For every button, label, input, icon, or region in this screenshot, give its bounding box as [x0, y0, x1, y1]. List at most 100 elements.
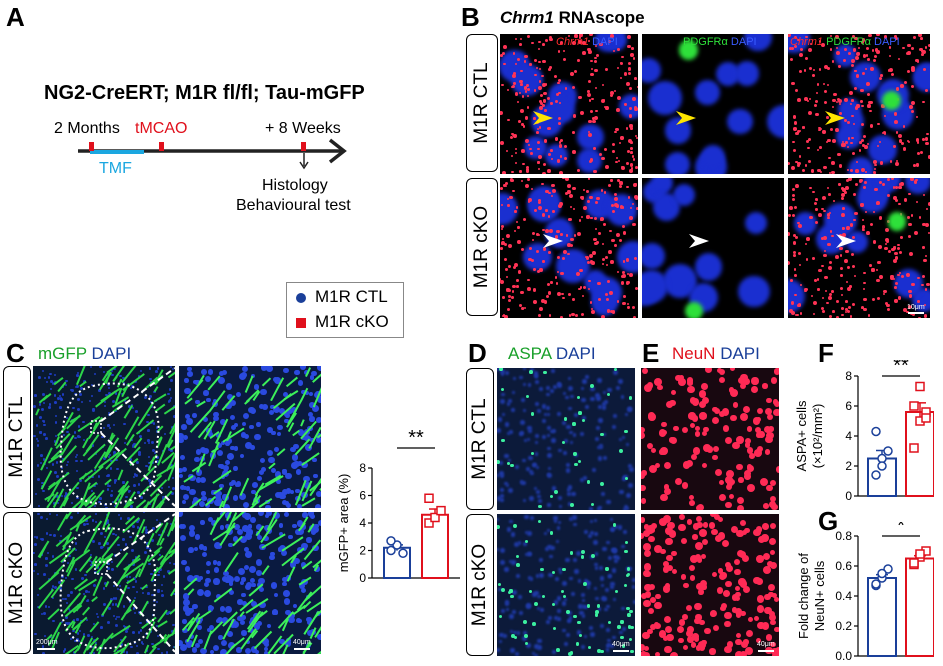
- y-tick-label: 6: [359, 489, 366, 503]
- legend-cko-marker: [296, 318, 306, 328]
- arrowhead-white-icon: [836, 234, 856, 248]
- arrowhead-yellow-icon: [676, 111, 696, 125]
- y-tick-label: 0.0: [835, 649, 852, 663]
- scale-bar-c1-label: 200μm: [36, 639, 58, 646]
- b-col1-channels: Chrm1 DAPI: [556, 36, 618, 48]
- micrograph-b-cko-pdgfra: [642, 178, 784, 318]
- chart-c-mgfp-area: 0 2 4 6 8 ** mGFP+ area (%): [336, 427, 460, 585]
- bar-cko: [905, 557, 934, 657]
- row-label-cko-d: M1R cKO: [466, 514, 494, 656]
- timepoint-tmcao: tMCAO: [135, 120, 188, 137]
- data-point: [915, 549, 925, 559]
- arrowhead-yellow-icon: [533, 111, 553, 125]
- c-channels: mGFP DAPI: [38, 344, 132, 363]
- y-axis-label: mGFP+ area (%): [336, 474, 351, 573]
- b-col2-channels: PDGFRα DAPI: [683, 36, 757, 48]
- panel-letter-a: A: [6, 2, 25, 32]
- y-tick-label: 0: [359, 571, 366, 585]
- y-tick-label: 0.8: [835, 529, 852, 543]
- data-point: [386, 536, 396, 546]
- y-tick-label: 0.4: [835, 589, 852, 603]
- arrowhead-white-icon: [543, 234, 563, 248]
- scale-bar-d: [613, 650, 629, 652]
- legend-ctl-marker: [296, 293, 306, 303]
- data-point: [871, 426, 881, 437]
- behaviour-label: Behavioural test: [236, 197, 351, 214]
- y-tick-label: 0.6: [835, 559, 852, 573]
- panel-letter-d: D: [468, 338, 487, 368]
- chart-f-aspa-cells: 0 2 4 6 8 ** ASPA+ cells (×10²/mm²): [794, 360, 934, 503]
- histology-label: Histology: [262, 177, 328, 194]
- panel-letter-b: B: [461, 2, 480, 32]
- micrograph-b-ctl-merge: [788, 34, 930, 174]
- data-point: [871, 579, 881, 589]
- group-legend: M1R CTL M1R cKO: [286, 282, 404, 338]
- scale-bar-d-label: 40μm: [612, 641, 630, 648]
- micrograph-b-cko-chrm1: [500, 178, 638, 318]
- micrograph-b-cko-merge: [788, 178, 930, 318]
- significance-stars: **: [408, 427, 424, 449]
- data-point: [871, 470, 881, 480]
- arrowhead-yellow-icon: [825, 111, 845, 125]
- y-axis-label: Fold change of: [796, 553, 811, 639]
- y-tick-label: 6: [845, 399, 852, 413]
- c-overlay-outlines: [59, 367, 176, 653]
- data-point: [424, 518, 434, 528]
- rnascope-label: RNAscope: [553, 8, 645, 27]
- panel-letter-g: G: [818, 506, 839, 536]
- scale-bar-c2: [294, 648, 310, 650]
- data-point: [386, 545, 396, 556]
- y-axis-label-group: ASPA+ cells (×10²/mm²): [794, 400, 825, 471]
- data-point: [915, 381, 925, 392]
- y-axis-label-2: NeuN+ cells: [812, 560, 827, 631]
- scale-bar-b-label: 10μm: [907, 304, 925, 311]
- micrograph-d-cko: [497, 514, 635, 656]
- micrograph-b-ctl-chrm1: [500, 34, 638, 174]
- micrograph-e-cko: [641, 514, 779, 656]
- b-col3-channels: Chrm1 PDGFRα DAPI: [790, 36, 900, 48]
- data-point: [909, 443, 919, 453]
- y-axis-label: ASPA+ cells: [794, 400, 809, 471]
- micrograph-c-ctl-zoom: [179, 366, 321, 508]
- legend-ctl-label: M1R CTL: [315, 287, 388, 306]
- significance-stars: *: [897, 522, 905, 537]
- y-tick-label: 8: [845, 369, 852, 383]
- row-label-ctl-b: M1R CTL: [466, 34, 498, 172]
- y-axis-label-group: mGFP+ area (%): [336, 474, 351, 573]
- scale-bar-c2-label: 40μm: [293, 639, 311, 646]
- timepoint-8-weeks: + 8 Weeks: [265, 120, 341, 137]
- micrograph-d-ctl: [497, 368, 635, 510]
- data-point: [909, 558, 919, 568]
- row-label-cko-b: M1R cKO: [466, 178, 498, 316]
- chart-g-neun-fold: 0.0 0.2 0.4 0.6 0.8 * Fold change of NeuN+ cell…: [796, 522, 934, 663]
- micrograph-b-ctl-pdgfra: [642, 34, 784, 174]
- y-tick-label: 4: [359, 516, 366, 530]
- y-axis-label-2: (×10²/mm²): [810, 404, 825, 469]
- e-channels: NeuN DAPI: [672, 344, 760, 363]
- data-point: [883, 446, 893, 456]
- panel-letter-c: C: [6, 338, 25, 368]
- bar-cko: [421, 513, 449, 579]
- data-point: [436, 505, 446, 516]
- genotype-title: NG2-CreERT; M1R fl/fl; Tau-mGFP: [44, 82, 365, 104]
- panel-letter-e: E: [642, 338, 660, 368]
- timepoint-2-months: 2 Months: [54, 120, 120, 137]
- data-point: [921, 413, 931, 423]
- row-label-cko-c: M1R cKO: [3, 512, 31, 654]
- row-label-ctl-d: M1R CTL: [466, 368, 494, 510]
- panel-letter-f: F: [818, 338, 834, 368]
- micrograph-e-ctl: [641, 368, 779, 510]
- y-tick-label: 8: [359, 461, 366, 475]
- y-tick-label: 2: [359, 544, 366, 558]
- timeline-axis: [78, 138, 347, 170]
- data-point: [909, 401, 919, 411]
- y-tick-label: 2: [845, 459, 852, 473]
- y-axis-label-group: Fold change of NeuN+ cells: [796, 553, 827, 639]
- data-point: [877, 461, 887, 471]
- data-point: [398, 548, 408, 558]
- arrowhead-white-icon: [689, 234, 709, 248]
- data-point: [877, 568, 887, 579]
- micrograph-c-cko-overview: [33, 512, 175, 654]
- scale-bar-e: [758, 650, 774, 652]
- scale-bar-e-label: 40μm: [757, 641, 775, 648]
